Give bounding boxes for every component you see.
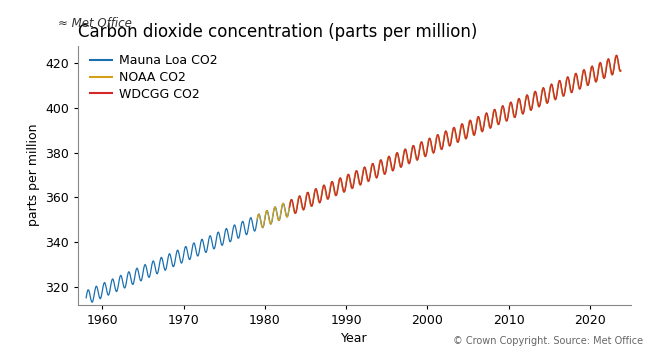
Text: Carbon dioxide concentration (parts per million): Carbon dioxide concentration (parts per … — [78, 23, 477, 41]
Y-axis label: parts per million: parts per million — [27, 124, 40, 226]
Text: ≈ Met Office: ≈ Met Office — [58, 17, 133, 30]
Text: © Crown Copyright. Source: Met Office: © Crown Copyright. Source: Met Office — [454, 336, 644, 346]
X-axis label: Year: Year — [341, 332, 367, 345]
Legend: Mauna Loa CO2, NOAA CO2, WDCGG CO2: Mauna Loa CO2, NOAA CO2, WDCGG CO2 — [90, 54, 217, 101]
